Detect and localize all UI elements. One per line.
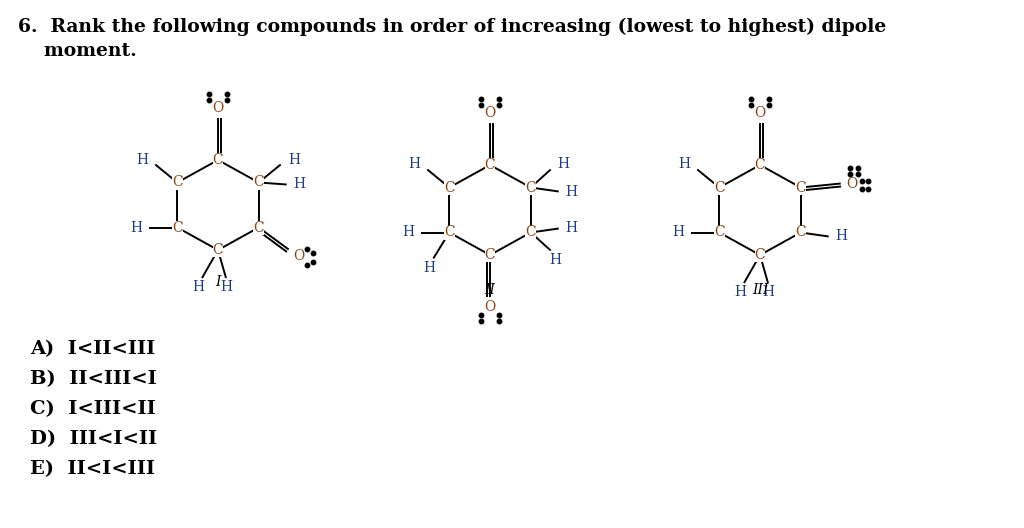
Text: C: C [213,153,223,167]
Text: O: O [755,106,766,120]
Text: C: C [714,225,725,240]
Text: H: H [220,280,232,294]
Text: A)  I<II<III: A) I<II<III [30,340,156,358]
Text: C: C [444,181,455,194]
Text: C: C [525,225,536,240]
Text: E)  II<I<III: E) II<I<III [30,460,155,478]
Text: H: H [136,153,148,166]
Text: C: C [755,248,765,262]
Text: H: H [130,221,142,234]
Text: O: O [484,106,496,120]
Text: O: O [212,101,223,115]
Text: H: H [565,184,578,199]
Text: D)  III<I<II: D) III<I<II [30,430,157,448]
Text: C: C [484,248,496,262]
Text: H: H [289,153,301,166]
Text: H: H [423,260,435,275]
Text: C: C [714,181,725,194]
Text: H: H [762,285,774,299]
Text: O: O [293,250,304,263]
Text: C: C [253,175,264,190]
Text: C: C [213,243,223,257]
Text: H: H [294,177,306,192]
Text: C: C [253,221,264,234]
Text: H: H [550,252,562,267]
Text: H: H [193,280,204,294]
Text: B)  II<III<I: B) II<III<I [30,370,157,388]
Text: H: H [565,222,578,235]
Text: II: II [484,283,496,297]
Text: C: C [796,225,806,240]
Text: H: H [409,157,420,172]
Text: III: III [752,283,768,297]
Text: C)  I<III<II: C) I<III<II [30,400,156,418]
Text: moment.: moment. [18,42,137,60]
Text: H: H [402,225,415,240]
Text: H: H [734,285,746,299]
Text: C: C [444,225,455,240]
Text: O: O [484,300,496,314]
Text: O: O [846,176,857,191]
Text: 6.  Rank the following compounds in order of increasing (lowest to highest) dipo: 6. Rank the following compounds in order… [18,18,886,36]
Text: C: C [796,181,806,194]
Text: H: H [673,225,684,240]
Text: H: H [678,157,690,172]
Text: I: I [215,275,221,289]
Text: C: C [525,181,536,194]
Text: C: C [484,158,496,172]
Text: H: H [558,157,569,172]
Text: C: C [755,158,765,172]
Text: C: C [172,175,182,190]
Text: C: C [172,221,182,234]
Text: H: H [836,230,848,243]
